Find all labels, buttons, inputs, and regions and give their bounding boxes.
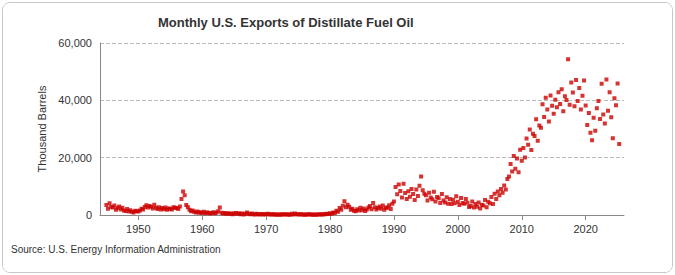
svg-text:2000: 2000	[446, 223, 470, 235]
svg-text:1960: 1960	[190, 223, 214, 235]
svg-text:Monthly U.S. Exports of Distil: Monthly U.S. Exports of Distillate Fuel …	[158, 15, 414, 30]
svg-text:1970: 1970	[254, 223, 278, 235]
svg-text:40,000: 40,000	[58, 94, 92, 106]
svg-text:Thousand Barrels: Thousand Barrels	[36, 85, 48, 172]
svg-text:Source: U.S. Energy Informatio: Source: U.S. Energy Information Administ…	[11, 244, 221, 255]
svg-text:2010: 2010	[510, 223, 534, 235]
svg-text:1980: 1980	[318, 223, 342, 235]
svg-text:20,000: 20,000	[58, 152, 92, 164]
svg-text:1990: 1990	[382, 223, 406, 235]
svg-text:2020: 2020	[573, 223, 597, 235]
svg-text:60,000: 60,000	[58, 37, 92, 49]
svg-text:1950: 1950	[126, 223, 150, 235]
svg-text:0: 0	[86, 209, 92, 221]
